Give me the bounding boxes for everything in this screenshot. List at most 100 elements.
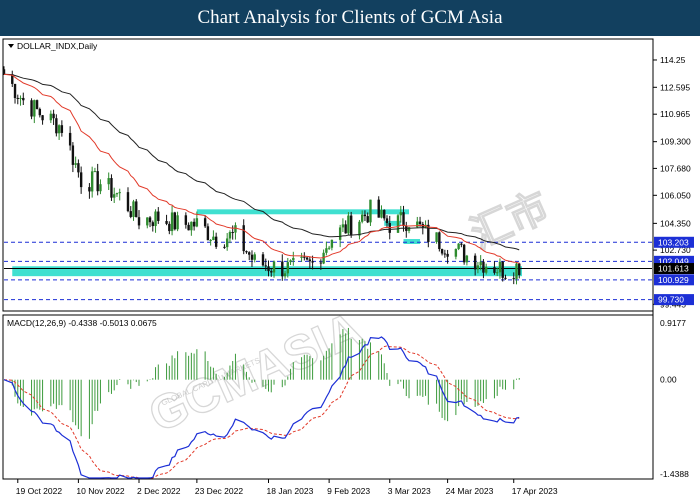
date-axis: 19 Oct 2022 10 Nov 2022 2 Dec 2022 23 Dec 2…	[16, 479, 558, 496]
candle-body	[157, 211, 160, 222]
candle-body	[407, 227, 411, 231]
candle-body	[369, 199, 372, 223]
candle-body	[360, 214, 364, 222]
candle-body	[303, 256, 306, 258]
level-tag-label-0: 103.203	[658, 237, 689, 247]
candle-body	[115, 193, 119, 195]
zone-3	[12, 266, 522, 277]
chart-title-banner: Chart Analysis for Clients of GCM Asia	[0, 0, 700, 36]
candle-body	[184, 215, 188, 225]
candle-body	[267, 266, 270, 272]
candle-body	[358, 221, 361, 236]
candle-body	[60, 125, 64, 133]
candle-body	[438, 232, 441, 250]
trading-chart[interactable]: GCMASIA 汇市 GLOBAL CAPITAL MARKETS 114.25…	[0, 36, 700, 500]
candle-body	[225, 238, 229, 248]
candle-body	[292, 257, 295, 261]
candle-body	[454, 249, 458, 257]
candle-body	[385, 218, 389, 224]
candle-body	[248, 252, 251, 255]
macd-axis-ticks: 0.9177 0.00 -1.4388	[660, 318, 689, 479]
candle-body	[283, 273, 287, 277]
candle-body	[146, 217, 149, 226]
candle-body	[264, 265, 267, 267]
zone-2	[403, 239, 421, 244]
candle-body	[11, 74, 14, 84]
price-tick-label: 106.050	[660, 190, 691, 200]
price-tick-label: 114.25	[660, 55, 686, 65]
candlesticks	[2, 66, 521, 285]
candle-body	[74, 163, 77, 165]
date-tick-label: 19 Oct 2022	[16, 486, 63, 496]
candle-body	[209, 239, 212, 241]
level-tag-0	[654, 236, 694, 248]
candle-body	[327, 247, 331, 249]
candle-body	[234, 225, 237, 233]
candle-body	[228, 232, 232, 239]
candle-body	[347, 215, 350, 234]
date-tick-label: 18 Jan 2023	[267, 486, 314, 496]
candle-body	[402, 212, 405, 227]
candle-body	[440, 249, 444, 254]
level-tag-label-2: 101.613	[658, 264, 689, 274]
candle-body	[349, 215, 353, 236]
symbol-dropdown-icon[interactable]	[8, 44, 14, 48]
macd-tick-label: 0.00	[660, 375, 677, 385]
candle-body	[504, 277, 507, 279]
candle-body	[424, 224, 427, 228]
candle-body	[113, 194, 116, 198]
candle-body	[135, 201, 138, 218]
candle-body	[341, 224, 345, 228]
candle-body	[137, 217, 141, 226]
candle-body	[396, 215, 400, 233]
candle-body	[377, 199, 380, 218]
candle-body	[71, 145, 75, 165]
date-tick-label: 9 Feb 2023	[327, 486, 370, 496]
candle-body	[443, 253, 447, 255]
candle-body	[515, 263, 518, 279]
candle-body	[214, 236, 218, 247]
candle-body	[427, 224, 430, 242]
candle-body	[107, 178, 110, 185]
candle-body	[363, 214, 367, 217]
candle-body	[498, 261, 502, 273]
level-tag-label-4: 99.730	[658, 295, 684, 305]
macd-tick-label: 0.9177	[660, 318, 686, 328]
zone-1	[384, 220, 401, 226]
candle-body	[366, 216, 369, 223]
candle-body	[212, 236, 215, 240]
moving-average-fast-line	[3, 73, 520, 264]
price-tick-label: 107.680	[660, 163, 691, 173]
candle-body	[501, 261, 504, 278]
candle-body	[479, 261, 482, 266]
candle-body	[2, 69, 6, 75]
candle-body	[325, 248, 328, 253]
candle-body	[418, 221, 422, 225]
level-tag-3	[654, 274, 694, 286]
candle-body	[154, 211, 157, 227]
candle-body	[192, 221, 196, 227]
chart-title: Chart Analysis for Clients of GCM Asia	[197, 7, 503, 28]
candle-body	[110, 178, 113, 198]
candle-body	[484, 267, 488, 273]
candle-body	[41, 115, 44, 121]
level-tag-label-3: 100.929	[658, 275, 689, 285]
level-tag-label-1: 102.049	[658, 256, 689, 266]
candle-body	[90, 171, 94, 192]
level-tag-2	[654, 263, 694, 275]
candle-body	[518, 263, 521, 275]
macd-panel-frame	[2, 314, 654, 480]
candle-body	[126, 192, 130, 212]
candle-body	[170, 212, 174, 232]
date-tick-label: 2 Dec 2022	[137, 486, 181, 496]
candle-body	[512, 278, 515, 280]
candle-body	[93, 171, 97, 173]
candle-body	[245, 251, 248, 253]
candle-body	[223, 246, 226, 248]
price-level-lines	[4, 241, 652, 301]
candle-body	[286, 262, 289, 274]
candle-body	[176, 215, 179, 230]
candle-body	[338, 227, 342, 240]
candle-body	[253, 254, 256, 260]
candle-body	[16, 97, 19, 99]
